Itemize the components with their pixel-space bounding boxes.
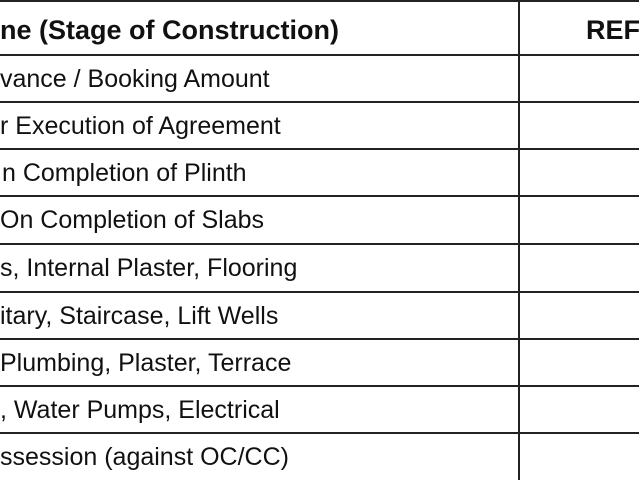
row-border [0,291,639,293]
row-border [0,148,639,150]
row-cell: , Water Pumps, Electrical [0,396,280,424]
row-border [0,0,639,2]
row-border [0,432,639,434]
row-cell: n Completion of Plinth [2,159,247,187]
row-border [0,54,639,56]
row-border [0,385,639,387]
row-border [0,243,639,245]
row-border [0,195,639,197]
row-cell: itary, Staircase, Lift Wells [0,302,279,330]
column-border [518,0,520,480]
row-cell: vance / Booking Amount [0,65,270,93]
row-cell: Plumbing, Plaster, Terrace [0,349,292,377]
row-border [0,101,639,103]
row-cell: r Execution of Agreement [0,112,281,140]
row-cell: On Completion of Slabs [0,206,265,234]
row-cell: s, Internal Plaster, Flooring [0,254,298,282]
row-cell: ssession (against OC/CC) [0,443,289,471]
header-cell: ne (Stage of Construction) [0,15,339,45]
header-cell: REF [586,15,639,45]
row-border [0,338,639,340]
